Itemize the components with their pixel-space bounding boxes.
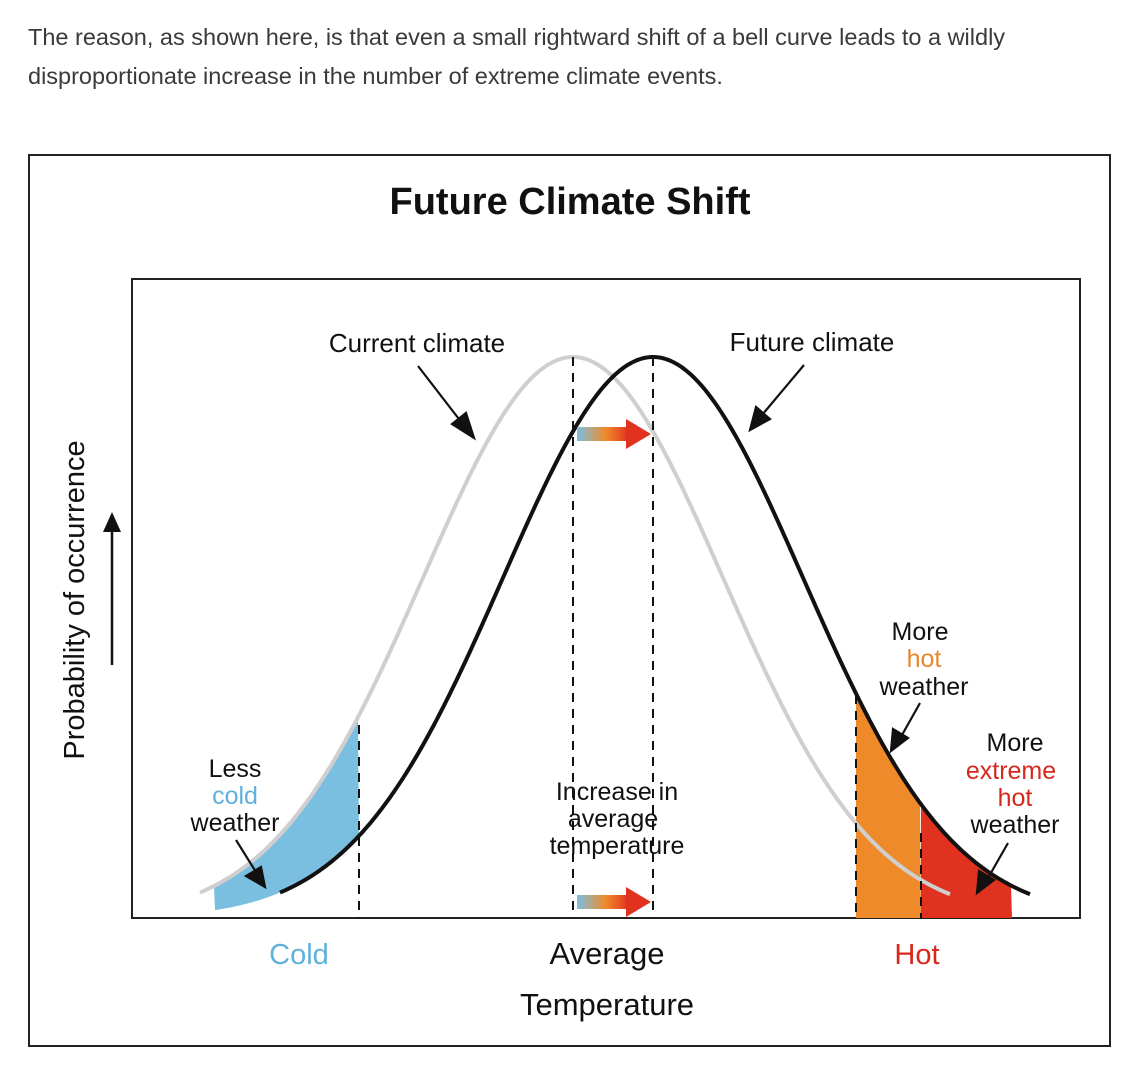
more-extreme-line-1: More: [987, 729, 1044, 757]
caption-line-2: disproportionate increase in the number …: [28, 63, 723, 89]
dashed-guides: [358, 357, 922, 918]
arrowhead-icon: [748, 405, 772, 433]
more-hot-line-2: hot: [907, 645, 942, 673]
less-cold-line-3: weather: [190, 809, 280, 837]
less-cold-pointer: [235, 839, 257, 873]
less-cold-line-1: Less: [209, 755, 262, 783]
future-climate-label: Future climate: [730, 327, 895, 357]
figure-title: Future Climate Shift: [389, 181, 750, 223]
more-extreme-line-3: hot: [998, 784, 1033, 812]
hot-weather-area: [856, 693, 921, 918]
less-cold-weather-label: Less cold weather: [190, 755, 280, 837]
less-cold-line-2: cold: [212, 782, 258, 810]
more-hot-pointer: [901, 702, 921, 736]
increase-line-3: temperature: [550, 832, 685, 860]
caption-paragraph: The reason, as shown here, is that even …: [28, 18, 1118, 96]
x-axis-label-line-2: Temperature: [520, 987, 694, 1022]
more-extreme-pointer: [987, 842, 1009, 879]
more-hot-line-3: weather: [879, 673, 969, 701]
plot-frame: [131, 278, 1081, 919]
more-hot-weather-label: More hot weather: [879, 618, 969, 701]
mean-shift-arrow-bottom: [577, 887, 651, 917]
tick-cold: Cold: [269, 939, 329, 971]
future-climate-curve: [279, 355, 1031, 897]
future-climate-pointer: [761, 364, 805, 416]
arrowhead-icon: [243, 865, 267, 890]
more-extreme-line-2: extreme: [966, 757, 1056, 785]
arrowhead-icon: [450, 411, 476, 441]
arrowhead-icon: [889, 727, 910, 754]
caption-line-1: The reason, as shown here, is that even …: [28, 24, 1006, 50]
current-climate-pointer: [417, 365, 463, 424]
more-extreme-weather-label: More extreme hot weather: [966, 729, 1060, 839]
increase-average-label: Increase in average temperature: [550, 778, 685, 860]
arrow-up-icon: [103, 512, 121, 532]
tick-hot: Hot: [894, 939, 939, 971]
more-hot-line-1: More: [892, 618, 949, 646]
pointer-arrows: [235, 364, 1009, 896]
increase-line-1: Increase in: [556, 778, 678, 806]
y-axis-arrow: [103, 512, 121, 665]
current-climate-label: Current climate: [329, 328, 505, 358]
current-climate-curve: [199, 355, 951, 897]
increase-line-2: average: [568, 805, 658, 833]
more-extreme-line-4: weather: [970, 811, 1060, 839]
mean-shift-arrow-top: [577, 419, 651, 449]
figure-frame: [28, 154, 1111, 1047]
x-axis-label-line-1: Average: [550, 936, 665, 971]
cold-weather-area: [214, 717, 359, 911]
y-axis-label: Probability of occurrence: [59, 440, 91, 759]
arrowhead-icon: [975, 869, 996, 896]
